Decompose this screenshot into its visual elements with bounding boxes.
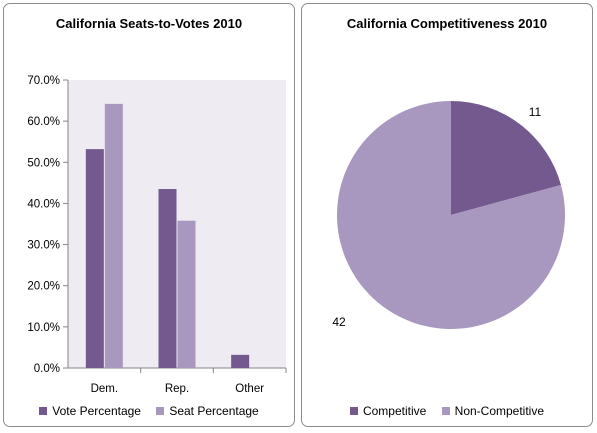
legend-label-seat: Seat Percentage xyxy=(169,404,259,418)
pie-data-label-competitive: 11 xyxy=(529,105,542,119)
y-tick-label: 0.0% xyxy=(34,363,60,375)
pie-chart-panel: California Competitiveness 2010 11 42 Com… xyxy=(301,3,593,427)
legend-label-noncompetitive: Non-Competitive xyxy=(454,404,545,418)
bar-seat xyxy=(104,103,123,368)
pie-data-label-noncompetitive: 42 xyxy=(332,315,346,329)
y-tick-label: 70.0% xyxy=(27,75,60,87)
legend-vote: Vote Percentage xyxy=(39,404,141,418)
x-tick-label: Dem. xyxy=(91,383,118,395)
pie-legend: Competitive Non-Competitive xyxy=(302,404,592,418)
bar-vote xyxy=(158,189,177,368)
y-tick-label: 60.0% xyxy=(27,116,60,128)
pie-chart: 11 42 xyxy=(332,101,565,330)
legend-label-vote: Vote Percentage xyxy=(52,404,141,418)
bar-legend: Vote Percentage Seat Percentage xyxy=(4,404,294,418)
pie-slice-competitive xyxy=(451,101,561,215)
legend-seat: Seat Percentage xyxy=(156,404,259,418)
legend-swatch-vote xyxy=(39,407,48,415)
plot-area xyxy=(68,80,286,368)
bar-chart-panel: California Seats-to-Votes 2010 0.0% 10.0%… xyxy=(3,3,295,427)
y-tick-label: 40.0% xyxy=(27,198,60,210)
x-tick-label: Other xyxy=(235,383,264,395)
legend-label-competitive: Competitive xyxy=(362,404,427,418)
legend-swatch-noncompetitive xyxy=(441,407,450,415)
legend-swatch-seat xyxy=(156,407,165,415)
y-tick-label: 20.0% xyxy=(27,281,60,293)
pie-chart-title: California Competitiveness 2010 xyxy=(346,16,548,31)
legend-swatch-competitive xyxy=(349,407,358,415)
bar-seat xyxy=(177,220,196,368)
bar-chart: 0.0% 10.0% 20.0% 30.0% 40.0% 50.0% 60.0% 70.0% D… xyxy=(27,75,287,395)
legend-competitive: Competitive xyxy=(349,404,427,418)
bar-vote xyxy=(85,149,104,368)
legend-noncompetitive: Non-Competitive xyxy=(441,404,545,418)
pie-slice-noncompetitive xyxy=(336,101,565,330)
bar-chart-title: California Seats-to-Votes 2010 xyxy=(55,16,243,31)
x-tick-label: Rep. xyxy=(165,383,189,395)
y-tick-label: 50.0% xyxy=(27,157,60,169)
y-tick-label: 30.0% xyxy=(27,240,60,252)
bar-vote xyxy=(231,354,250,368)
y-tick-label: 10.0% xyxy=(27,322,60,334)
